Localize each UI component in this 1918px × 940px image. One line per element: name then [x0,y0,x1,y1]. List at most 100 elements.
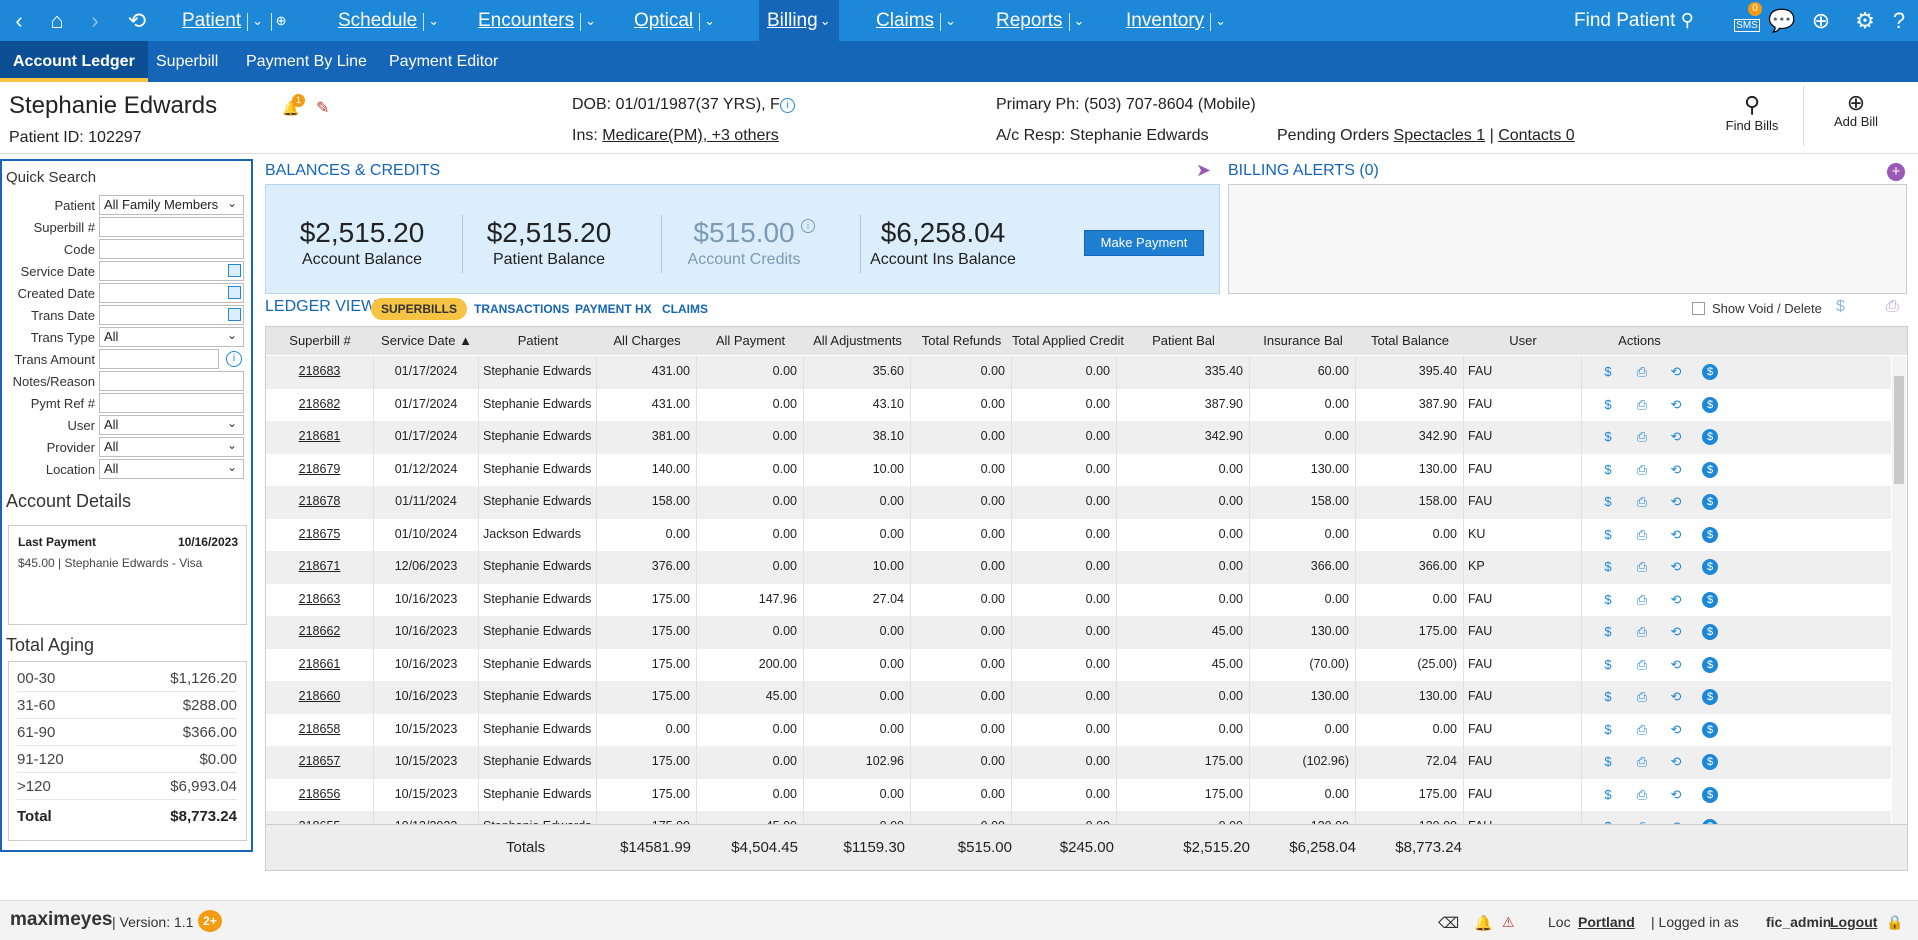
print-icon[interactable]: ⎙ [1636,786,1648,802]
subnav-superbill[interactable]: Superbill [156,53,219,70]
print-icon[interactable]: ⎙ [1636,396,1648,412]
payment-history-icon[interactable]: ⟲ [1670,656,1682,672]
make-payment-button[interactable]: Make Payment [1084,230,1204,256]
superbill-link[interactable]: 218662 [266,616,374,649]
created-date-field[interactable] [99,283,244,303]
trans-date-field[interactable] [99,305,244,325]
payment-history-icon[interactable]: ⟲ [1670,364,1682,379]
payment-history-icon[interactable]: ⟲ [1670,591,1682,607]
nav-inventory[interactable]: Inventory ⌄ [1126,0,1226,41]
print-icon[interactable]: ⎙ [1636,429,1648,444]
charge-history-icon[interactable]: $ [1604,494,1612,509]
charge-history-icon[interactable]: $ [1604,786,1612,802]
nav-optical[interactable]: Optical ⌄ [634,0,715,41]
column-header[interactable]: Actions [1618,333,1661,348]
print-icon[interactable]: ⎙ [1636,721,1648,737]
trans-type-field[interactable]: All [99,327,244,347]
charge-history-icon[interactable]: $ [1604,754,1612,769]
print-icon[interactable]: ⎙ [1636,494,1648,509]
print-icon[interactable]: ⎙ [1636,526,1648,542]
trans-amount-field[interactable] [99,349,219,369]
warning-icon[interactable]: ⚠ [1502,914,1515,930]
add-search-icon[interactable]: ⊕ [1811,8,1831,33]
lock-icon[interactable]: 🔒 [1886,914,1904,930]
print-icon[interactable]: ⎙ [1636,624,1648,639]
superbill-link[interactable]: 218658 [266,713,374,746]
home-icon[interactable]: ⌂ [50,8,64,33]
payment-icon[interactable]: $ [1702,494,1718,510]
pending-contacts-link[interactable]: Contacts 0 [1498,127,1575,144]
column-header[interactable]: All Payment [715,333,786,348]
superbill-link[interactable]: 218683 [266,356,374,389]
payment-history-icon[interactable]: ⟲ [1670,461,1682,477]
payment-history-icon[interactable]: ⟲ [1670,526,1682,542]
find-patient-button[interactable]: Find Patient ⚲ [1574,0,1694,41]
column-header[interactable]: Total Balance [1370,333,1450,348]
column-header[interactable]: All Charges [613,333,681,348]
back-icon[interactable]: ‹ [15,8,23,33]
medication-icon[interactable]: ✎ [316,100,330,117]
info-icon[interactable]: i [226,351,242,367]
column-header[interactable]: Service Date ▲ [381,333,472,348]
charge-history-icon[interactable]: $ [1604,721,1612,737]
print-icon[interactable]: ⎙ [1636,656,1648,672]
charge-history-icon[interactable]: $ [1604,624,1612,639]
service-date-field[interactable] [99,261,244,281]
code-field[interactable] [99,239,244,259]
column-header[interactable]: User [1509,333,1537,348]
charge-history-icon[interactable]: $ [1604,689,1612,704]
superbill-link[interactable]: 218660 [266,681,374,714]
superbill--field[interactable] [99,217,244,237]
superbill-link[interactable]: 218675 [266,518,374,551]
tab-superbills[interactable]: SUPERBILLS [371,298,468,320]
charge-history-icon[interactable]: $ [1604,364,1612,379]
nav-encounters[interactable]: Encounters ⌄ [478,0,596,41]
provider-field[interactable]: All [99,437,244,457]
notes-reason-field[interactable] [99,371,244,391]
payment-icon[interactable]: $ [1702,624,1718,640]
payment-icon[interactable]: $ [1702,559,1718,575]
column-header[interactable]: Superbill # [289,333,351,348]
insurance-link[interactable]: Medicare(PM), +3 others [602,127,779,144]
refund-icon[interactable]: $ [1836,298,1845,315]
payment-history-icon[interactable]: ⟲ [1670,429,1682,444]
charge-history-icon[interactable]: $ [1604,396,1612,412]
column-header[interactable]: Total Applied Credit [1012,333,1125,348]
print-icon[interactable]: ⎙ [1636,559,1648,574]
info-icon[interactable]: i [780,98,795,113]
patient-field[interactable]: All Family Members [99,195,244,215]
column-header[interactable]: All Adjustments [813,333,902,348]
help-icon[interactable]: ? [1892,8,1906,33]
superbill-link[interactable]: 218679 [266,453,374,486]
payment-icon[interactable]: $ [1702,689,1718,705]
calendar-icon[interactable] [228,308,241,321]
column-header[interactable]: Patient [517,333,559,348]
add-bill-button[interactable]: ⊕ Add Bill [1821,92,1891,130]
find-bills-button[interactable]: ⚲ Find Bills [1718,92,1786,133]
version-badge[interactable]: 2+ [198,910,222,932]
payment-history-icon[interactable]: ⟲ [1670,624,1682,639]
subnav-account-ledger[interactable]: Account Ledger [0,41,148,82]
grid-scrollbar[interactable] [1892,356,1906,826]
add-alert-icon[interactable]: + [1887,163,1905,181]
tab-claims[interactable]: CLAIMS [662,302,708,316]
forward-icon[interactable]: › [91,8,99,33]
payment-history-icon[interactable]: ⟲ [1670,754,1682,769]
superbill-link[interactable]: 218678 [266,486,374,519]
superbill-link[interactable]: 218661 [266,648,374,681]
nav-claims[interactable]: Claims ⌄ [876,0,956,41]
charge-history-icon[interactable]: $ [1604,526,1612,542]
calendar-icon[interactable] [228,286,241,299]
column-header[interactable]: Insurance Bal [1263,333,1343,348]
column-header[interactable]: Patient Bal [1152,333,1215,348]
bell-icon[interactable]: 🔔 [1474,915,1493,932]
charge-history-icon[interactable]: $ [1604,591,1612,607]
print-icon[interactable]: ⎙ [1636,364,1648,379]
calendar-icon[interactable] [228,264,241,277]
logout-link[interactable]: Logout [1830,914,1878,930]
payment-icon[interactable]: $ [1702,461,1718,478]
payment-icon[interactable]: $ [1702,364,1718,380]
payment-icon[interactable]: $ [1702,396,1718,413]
sms-icon[interactable]: SMS 0 [1734,2,1762,34]
payment-icon[interactable]: $ [1702,429,1718,445]
